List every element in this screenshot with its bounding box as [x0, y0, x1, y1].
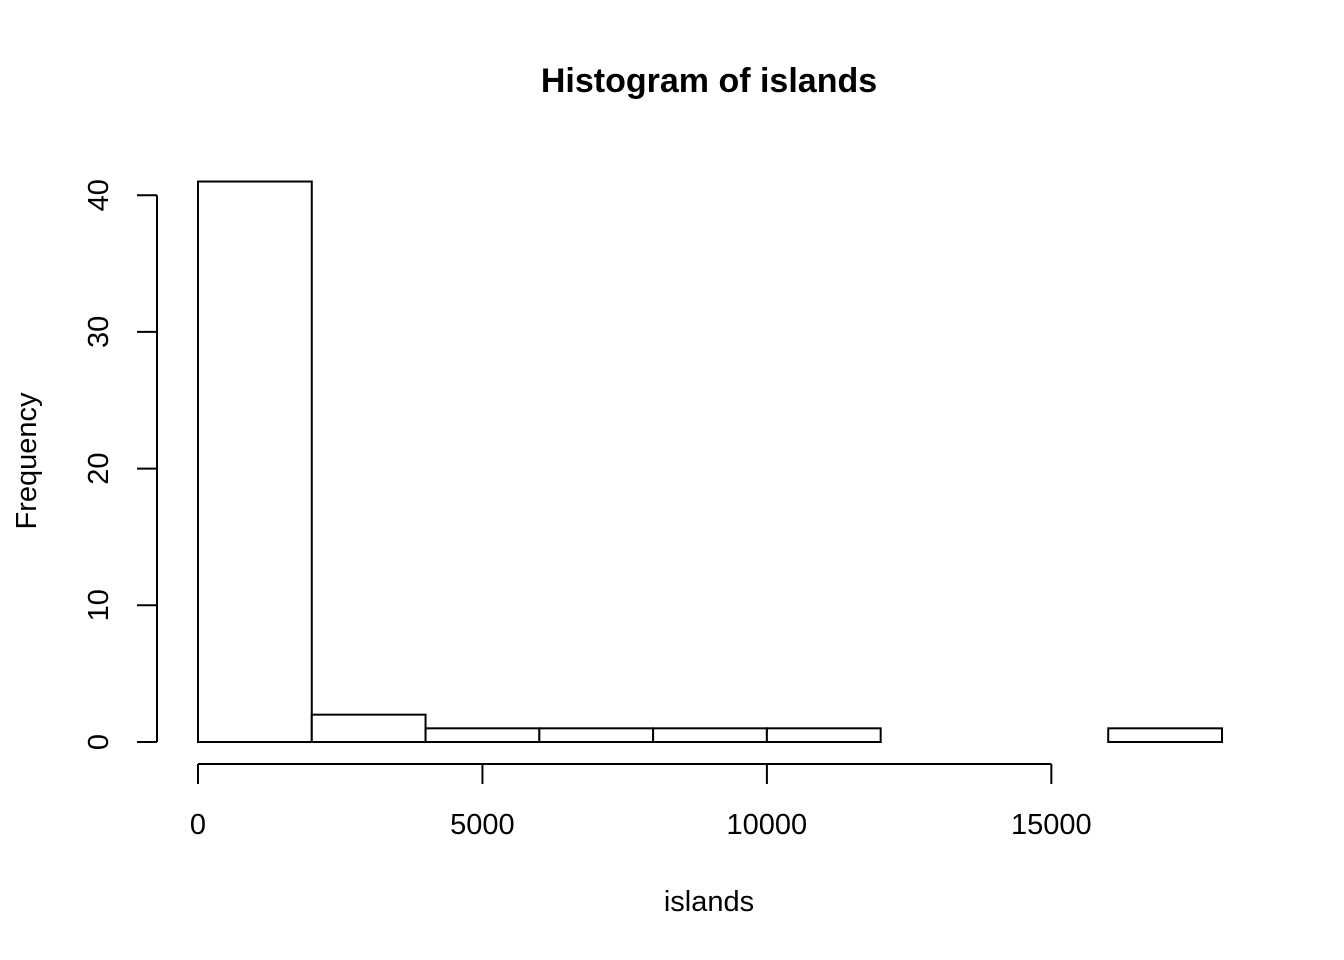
histogram-bar-0: [197, 180, 313, 743]
histogram-bar-5: [765, 727, 882, 744]
x-axis-label: islands: [664, 886, 754, 918]
x-tick-label-1: 5000: [450, 809, 515, 841]
x-tick-label-0: 0: [190, 809, 206, 841]
histogram-bar-8: [1107, 727, 1223, 744]
histogram-bar-3: [538, 727, 655, 744]
histogram-bar-1: [310, 713, 427, 743]
chart-title: Histogram of islands: [541, 62, 877, 100]
y-tick-label-2: 20: [83, 452, 115, 484]
y-axis: 0 10 20 30 40: [83, 179, 158, 750]
y-axis-label: Frequency: [11, 392, 43, 530]
histogram-bar-4: [652, 727, 768, 744]
y-tick-label-3: 30: [83, 316, 115, 348]
y-tick-label-0: 0: [83, 734, 115, 750]
y-tick-label-1: 10: [83, 589, 115, 621]
histogram-bar-2: [424, 727, 541, 744]
bars-group: [197, 180, 1223, 744]
y-tick-label-4: 40: [83, 179, 115, 211]
x-axis: 0 5000 10000 15000: [190, 763, 1092, 841]
x-tick-label-2: 10000: [727, 809, 808, 841]
x-tick-label-3: 15000: [1011, 809, 1092, 841]
